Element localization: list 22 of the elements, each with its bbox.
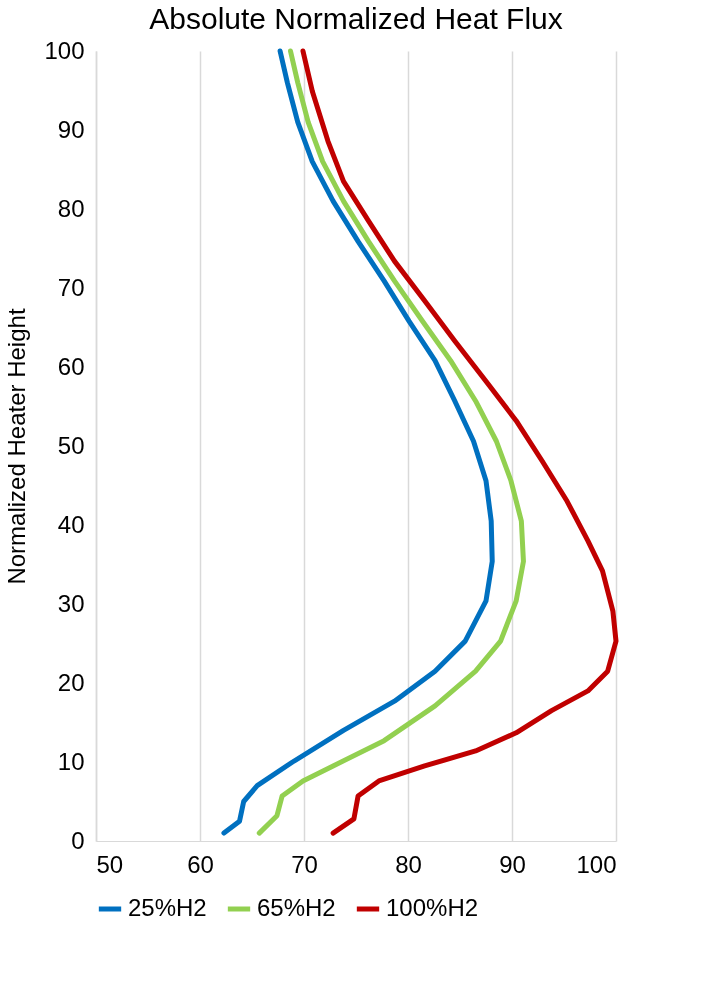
y-tick-label: 40 (57, 510, 85, 538)
x-tick-label: 80 (395, 850, 422, 878)
y-tick-label: 0 (71, 826, 85, 854)
y-tick-label: 90 (57, 115, 85, 143)
x-tick-label: 50 (96, 850, 124, 878)
y-tick-label: 50 (57, 431, 85, 459)
legend-label: 100%H2 (386, 894, 479, 921)
y-axis-title: Normalized Heater Height (3, 308, 31, 585)
legend-label: 25%H2 (128, 894, 207, 921)
x-tick-label: 100 (576, 850, 617, 878)
x-tick-label: 60 (187, 850, 214, 878)
y-tick-label: 100 (44, 36, 85, 64)
legend-label: 65%H2 (257, 894, 336, 921)
y-tick-label: 60 (57, 352, 85, 380)
x-tick-label: 90 (499, 850, 526, 878)
y-tick-label: 70 (57, 273, 85, 301)
chart-title: Absolute Normalized Heat Flux (149, 2, 563, 35)
y-tick-label: 80 (57, 194, 85, 222)
x-tick-label: 70 (291, 850, 318, 878)
y-tick-label: 20 (57, 668, 85, 696)
y-tick-label: 10 (57, 747, 85, 775)
y-tick-label: 30 (57, 589, 85, 617)
